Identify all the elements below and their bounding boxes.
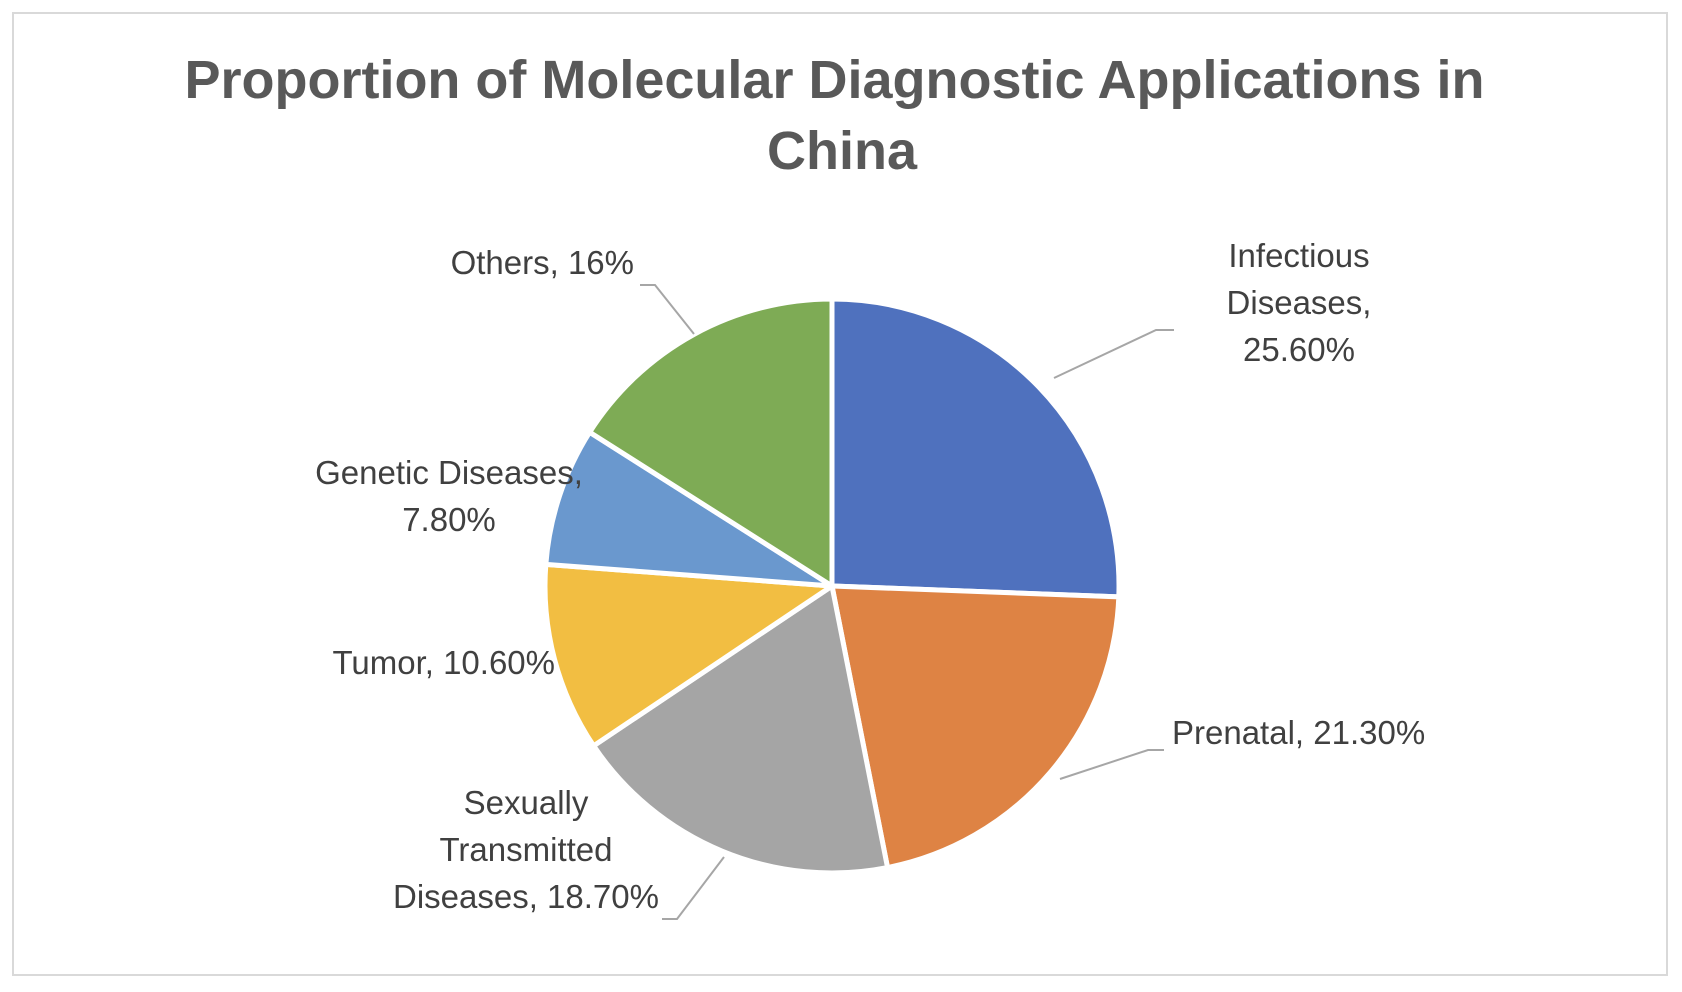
data-label-tumor: Tumor, 10.60%	[332, 644, 555, 681]
data-labels: Infectious Diseases, 25.60% Prenatal, 21.30…	[315, 237, 1425, 915]
data-label-sexually-transmitted-diseases-line-3: Diseases, 18.70%	[393, 878, 659, 915]
data-label-infectious-diseases: Infectious Diseases, 25.60%	[1227, 237, 1372, 368]
pie-slice-others	[587, 296, 835, 589]
data-label-infectious-diseases-line-1: Infectious	[1228, 237, 1369, 274]
data-label-infectious-diseases-line-3: 25.60%	[1243, 331, 1355, 368]
leader-line-infectious-diseases	[1053, 329, 1174, 379]
pie-slice-infectious-diseases	[829, 296, 1122, 600]
data-label-infectious-diseases-line-2: Diseases,	[1227, 284, 1372, 321]
pie-slice-sexually-transmitted-diseases	[591, 583, 891, 876]
chart-title-line-1: Proportion of Molecular Diagnostic Appli…	[184, 50, 1484, 110]
data-label-sexually-transmitted-diseases-line-2: Transmitted	[440, 831, 613, 868]
pie-slice-prenatal	[829, 583, 1122, 871]
data-label-genetic-diseases: Genetic Diseases, 7.80%	[315, 454, 583, 538]
leader-line-others	[640, 284, 695, 335]
data-label-prenatal: Prenatal, 21.30%	[1172, 714, 1425, 751]
pie-chart: Proportion of Molecular Diagnostic Appli…	[184, 50, 1499, 920]
chart-title-line-2: China	[767, 121, 918, 181]
data-label-genetic-diseases-line-1: Genetic Diseases,	[315, 454, 583, 491]
data-label-prenatal-line-1: Prenatal, 21.30%	[1172, 714, 1425, 751]
data-label-others: Others, 16%	[451, 244, 634, 281]
leader-line-sexually-transmitted-diseases	[662, 856, 725, 920]
chart-frame: Proportion of Molecular Diagnostic Appli…	[12, 12, 1668, 976]
leader-line-prenatal	[1059, 749, 1164, 780]
data-label-sexually-transmitted-diseases: Sexually Transmitted Diseases, 18.70%	[393, 784, 659, 915]
data-label-sexually-transmitted-diseases-line-1: Sexually	[464, 784, 589, 821]
chart-title: Proportion of Molecular Diagnostic Appli…	[184, 50, 1499, 181]
pie-slice-tumor	[542, 561, 835, 749]
data-label-genetic-diseases-line-2: 7.80%	[402, 501, 496, 538]
data-label-tumor-line-1: Tumor, 10.60%	[332, 644, 555, 681]
leader-lines	[640, 284, 1174, 920]
data-label-others-line-1: Others, 16%	[451, 244, 634, 281]
pie-slice-genetic-diseases	[543, 429, 835, 589]
pie-slices	[542, 296, 1122, 876]
